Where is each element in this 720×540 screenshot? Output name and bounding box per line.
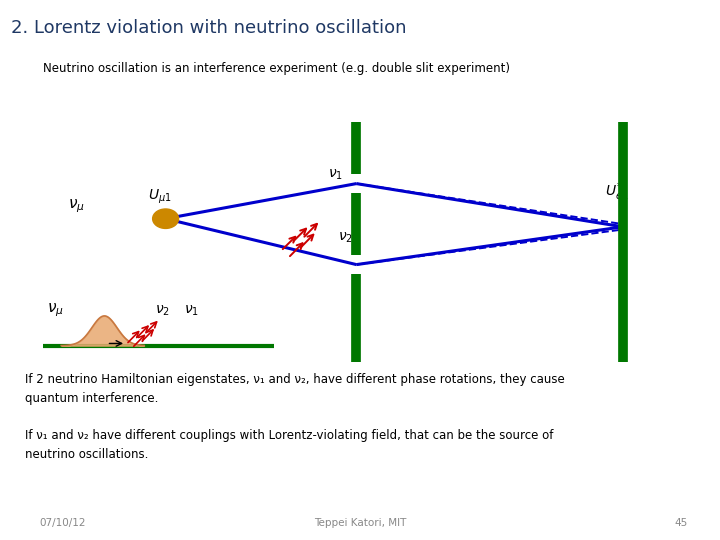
Text: If ν₁ and ν₂ have different couplings with Lorentz-violating field, that can be : If ν₁ and ν₂ have different couplings wi… xyxy=(25,429,554,461)
Text: $\nu_1$: $\nu_1$ xyxy=(328,167,343,181)
Text: 45: 45 xyxy=(675,518,688,528)
Text: $\nu_2$: $\nu_2$ xyxy=(338,231,354,245)
Text: $\nu_\mu$: $\nu_\mu$ xyxy=(68,198,85,215)
Text: Neutrino oscillation is an interference experiment (e.g. double slit experiment): Neutrino oscillation is an interference … xyxy=(43,62,510,75)
Text: 2. Lorentz violation with neutrino oscillation: 2. Lorentz violation with neutrino oscil… xyxy=(11,19,406,37)
Text: $\nu_2$: $\nu_2$ xyxy=(155,303,170,318)
Text: $\nu_1$: $\nu_1$ xyxy=(184,303,199,318)
Text: If 2 neutrino Hamiltonian eigenstates, ν₁ and ν₂, have different phase rotations: If 2 neutrino Hamiltonian eigenstates, ν… xyxy=(25,373,565,404)
Text: Teppei Katori, MIT: Teppei Katori, MIT xyxy=(314,518,406,528)
Circle shape xyxy=(153,209,179,228)
Text: $U_{\mu 1}$: $U_{\mu 1}$ xyxy=(148,188,171,206)
Text: $U_{e1}^{*}$: $U_{e1}^{*}$ xyxy=(605,180,628,203)
Text: $\nu_\mu$: $\nu_\mu$ xyxy=(47,302,63,319)
Text: 07/10/12: 07/10/12 xyxy=(40,518,86,528)
